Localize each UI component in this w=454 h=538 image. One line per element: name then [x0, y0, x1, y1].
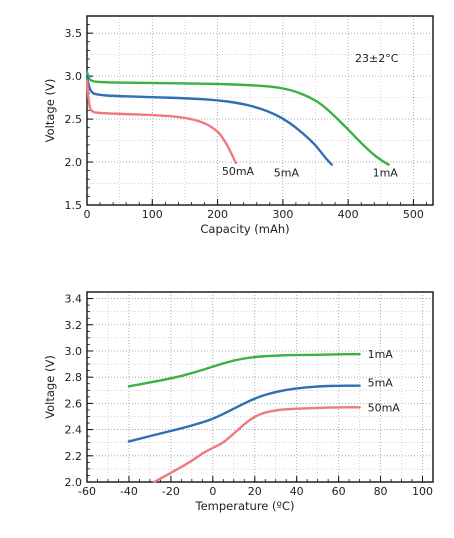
x-tick-label: -20	[162, 485, 180, 498]
y-tick-label: 2.2	[65, 450, 83, 463]
y-axis-title: Voltage (V)	[43, 355, 57, 419]
y-tick-label: 3.0	[65, 70, 83, 83]
y-tick-label: 3.2	[65, 319, 83, 332]
series-label-50ma: 50mA	[222, 165, 255, 178]
x-tick-label: 500	[403, 208, 424, 221]
x-tick-label: -40	[120, 485, 138, 498]
y-tick-label: 2.4	[65, 424, 83, 437]
x-tick-label: 60	[332, 485, 346, 498]
y-tick-label: 3.5	[65, 27, 83, 40]
plot-frame	[86, 291, 434, 483]
series-label-5ma: 5mA	[274, 167, 300, 180]
x-tick-label: 100	[412, 485, 433, 498]
x-tick-label: 300	[272, 208, 293, 221]
y-tick-label: 2.0	[65, 476, 83, 489]
capacity-voltage-chart: 0 100 200 300 400 500 1.5 2.0 2.5 3.0 3.5 Capacity …	[43, 15, 434, 236]
x-tick-label: 100	[142, 208, 163, 221]
y-tick-label: 2.8	[65, 371, 83, 384]
series-label-5ma: 5mA	[368, 377, 394, 390]
series-line-50ma	[152, 406, 361, 484]
series-line-50ma	[85, 79, 237, 165]
x-tick-label: -60	[78, 485, 96, 498]
y-tick-label: 3.0	[65, 345, 83, 358]
series-label-1ma: 1mA	[368, 348, 394, 361]
y-axis-title: Voltage (V)	[43, 79, 57, 143]
x-axis-title: Temperature (ºC)	[195, 499, 295, 513]
series-line-1ma	[127, 353, 361, 388]
series-line-5ma	[85, 74, 333, 166]
series-line-1ma	[85, 70, 390, 166]
series-label-1ma: 1mA	[373, 167, 399, 180]
y-tick-label: 2.6	[65, 397, 83, 410]
temperature-voltage-chart: -60 -40 -20 0 20 40 60 80 100 2.0 2.2 2.4 2.6 2.8 3.0 3…	[43, 291, 434, 513]
y-tick-label: 2.0	[65, 156, 83, 169]
x-tick-label: 0	[209, 485, 216, 498]
y-tick-label: 2.5	[65, 113, 83, 126]
x-tick-label: 20	[248, 485, 262, 498]
x-axis-title: Capacity (mAh)	[200, 222, 289, 236]
series-label-50ma: 50mA	[368, 401, 401, 414]
series-line-5ma	[127, 384, 361, 443]
x-tick-label: 200	[207, 208, 228, 221]
x-tick-label: 400	[338, 208, 359, 221]
temperature-annotation: 23±2°C	[355, 52, 399, 65]
x-tick-label: 80	[374, 485, 388, 498]
x-tick-label: 0	[84, 208, 91, 221]
y-tick-label: 3.4	[65, 293, 83, 306]
x-tick-label: 40	[290, 485, 304, 498]
y-tick-label: 1.5	[65, 199, 83, 212]
